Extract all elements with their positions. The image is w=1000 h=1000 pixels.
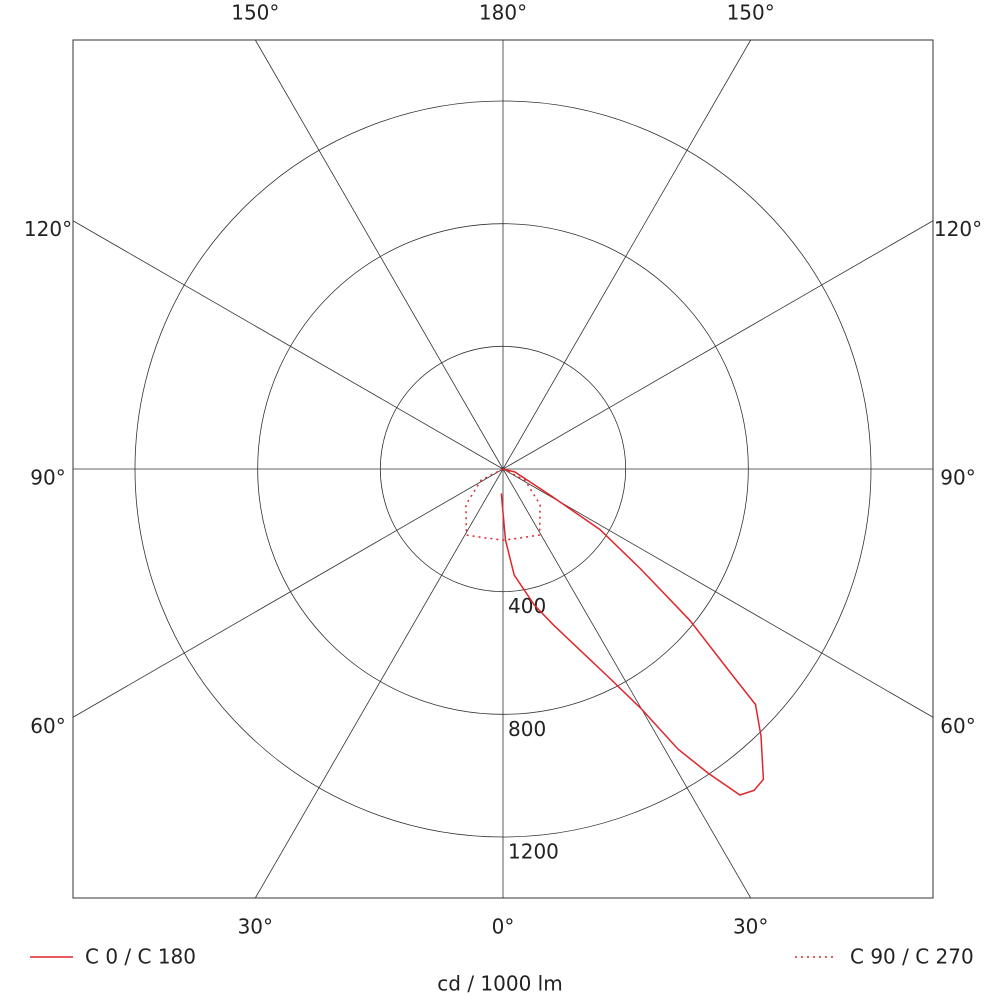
angle-ray	[502, 220, 934, 470]
angle-ray	[502, 468, 934, 718]
intensity-curve	[500, 468, 765, 796]
angle-label: 90°	[940, 466, 975, 490]
angle-ray	[72, 468, 504, 718]
angle-label: 30°	[238, 915, 273, 939]
angle-ray	[254, 39, 504, 470]
ring-label: 1200	[508, 840, 559, 864]
axis-label: cd / 1000 lm	[437, 972, 562, 996]
angle-ray	[72, 220, 504, 470]
legend-label: C 90 / C 270	[850, 945, 974, 969]
intensity-curve	[465, 468, 541, 541]
angle-label: 120°	[24, 217, 72, 241]
ring-label: 400	[508, 594, 546, 618]
angle-label: 120°	[934, 217, 982, 241]
angle-label: 90°	[30, 466, 65, 490]
angle-ray	[502, 39, 752, 470]
angle-label: 0°	[492, 915, 515, 939]
ring-label: 800	[508, 717, 546, 741]
angle-label: 150°	[727, 1, 775, 25]
angle-ray	[502, 468, 752, 899]
legend-label: C 0 / C 180	[85, 945, 196, 969]
angle-label: 150°	[231, 1, 279, 25]
angle-label: 30°	[733, 915, 768, 939]
angle-label: 60°	[30, 714, 65, 738]
angle-label: 60°	[940, 714, 975, 738]
angle-label: 180°	[479, 1, 527, 25]
angle-ray	[254, 468, 504, 899]
